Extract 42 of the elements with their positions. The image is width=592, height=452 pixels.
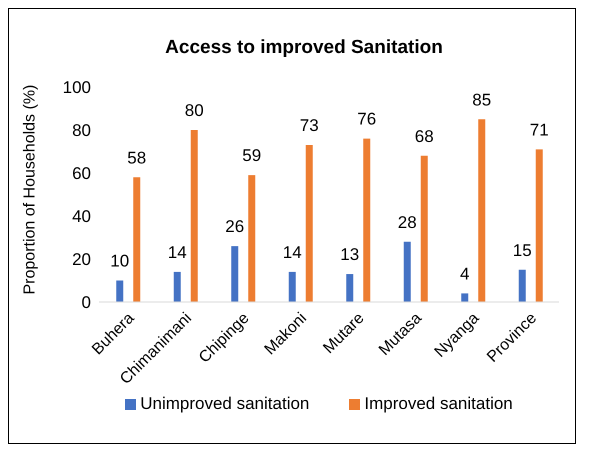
data-label: 85 <box>472 90 492 110</box>
data-label: 80 <box>184 101 204 120</box>
bar <box>288 272 296 302</box>
data-label: 71 <box>530 120 549 140</box>
data-label: 4 <box>460 264 470 284</box>
y-tick-label: 20 <box>72 250 91 270</box>
bar <box>536 149 543 302</box>
data-label: 76 <box>357 110 376 129</box>
legend-label: Improved sanitation <box>364 394 513 414</box>
data-label: 58 <box>127 148 146 168</box>
legend-label: Unimproved sanitation <box>140 394 310 414</box>
bar <box>133 177 140 302</box>
bar <box>404 242 411 302</box>
y-tick-label: 60 <box>72 164 91 184</box>
y-axis-title: Proportion of Households (%) <box>22 84 39 294</box>
bar <box>248 175 256 302</box>
data-label: 73 <box>300 116 319 136</box>
bar <box>518 270 526 302</box>
bar <box>478 119 486 302</box>
bar <box>116 280 124 302</box>
bar <box>190 130 198 302</box>
data-label: 10 <box>110 252 130 270</box>
data-label: 14 <box>168 242 187 262</box>
chart-title: Access to improved Sanitation <box>164 37 444 59</box>
y-tick-label: 40 <box>72 207 91 226</box>
bar <box>420 156 428 302</box>
bar <box>306 145 313 302</box>
data-label: 68 <box>414 126 434 146</box>
y-tick-label: 80 <box>72 121 91 140</box>
y-tick-label: 100 <box>62 78 91 98</box>
data-label: 28 <box>398 212 417 232</box>
bar <box>346 274 354 302</box>
data-label: 14 <box>282 242 302 262</box>
data-label: 26 <box>225 217 244 236</box>
data-label: 13 <box>340 245 360 264</box>
data-label: 59 <box>242 146 262 166</box>
bar <box>461 293 468 302</box>
y-tick-label: 0 <box>82 293 91 312</box>
bar <box>174 272 181 302</box>
data-label: 15 <box>512 240 532 260</box>
bar <box>363 138 370 302</box>
bar <box>231 246 238 302</box>
